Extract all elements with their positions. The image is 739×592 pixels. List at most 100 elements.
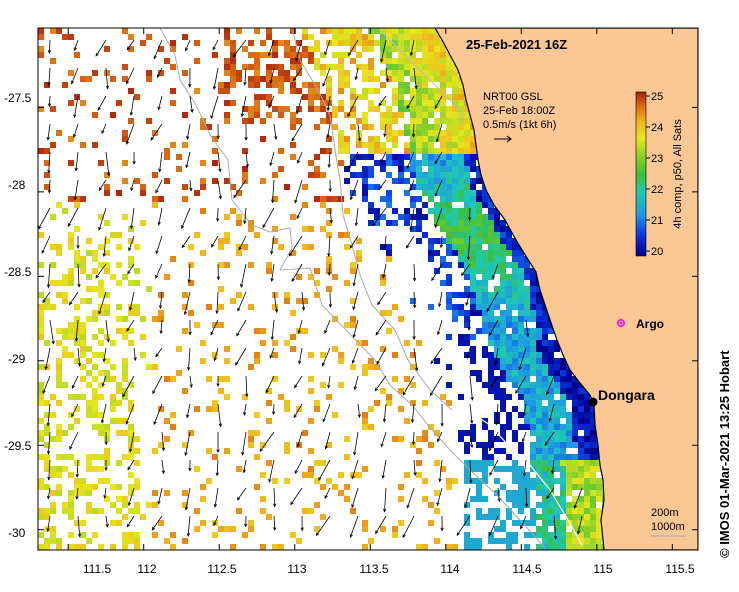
sst-pixel xyxy=(446,52,452,58)
sst-pixel xyxy=(464,292,470,298)
current-arrow-head xyxy=(413,304,417,309)
sst-pixel xyxy=(512,532,518,538)
current-arrow-head xyxy=(271,199,275,204)
current-arrow-head xyxy=(544,442,548,446)
sst-pixel xyxy=(218,526,224,532)
sst-pixel xyxy=(122,178,128,184)
sst-pixel xyxy=(320,64,326,70)
sst-pixel xyxy=(422,124,428,130)
sst-pixel xyxy=(350,106,356,112)
sst-pixel xyxy=(356,40,362,46)
current-arrow xyxy=(322,403,331,422)
sst-pixel xyxy=(476,496,482,502)
sst-pixel xyxy=(104,436,110,442)
sst-pixel xyxy=(86,286,92,292)
sst-pixel xyxy=(110,400,116,406)
sst-pixel xyxy=(524,412,530,418)
sst-pixel xyxy=(440,94,446,100)
sst-pixel xyxy=(590,412,596,418)
sst-pixel xyxy=(524,484,530,490)
sst-pixel xyxy=(314,46,320,52)
sst-pixel xyxy=(482,214,488,220)
current-arrow-head xyxy=(465,302,469,307)
current-arrow-head xyxy=(385,78,389,83)
sst-pixel xyxy=(584,418,590,424)
current-arrow xyxy=(95,263,107,279)
sst-pixel xyxy=(446,364,452,370)
sst-pixel xyxy=(500,358,506,364)
sst-pixel xyxy=(92,256,98,262)
sst-pixel xyxy=(440,70,446,76)
sst-pixel xyxy=(428,184,434,190)
sst-pixel xyxy=(512,502,518,508)
current-arrow xyxy=(489,431,499,451)
sst-pixel xyxy=(38,304,44,310)
sst-pixel xyxy=(482,250,488,256)
current-arrow xyxy=(216,459,219,476)
current-arrow-head xyxy=(315,532,320,537)
isobath-1000m-inner xyxy=(291,28,453,411)
current-arrow xyxy=(384,487,387,512)
current-arrow xyxy=(236,319,247,336)
sst-pixel xyxy=(218,322,224,328)
current-arrow xyxy=(324,39,331,55)
sst-pixel xyxy=(446,202,452,208)
sst-pixel xyxy=(224,358,230,364)
sst-pixel xyxy=(122,454,128,460)
sst-pixel xyxy=(212,52,218,58)
sst-pixel xyxy=(506,418,512,424)
sst-pixel xyxy=(104,478,110,484)
sst-pixel xyxy=(428,208,434,214)
sst-pixel xyxy=(80,142,86,148)
sst-pixel xyxy=(536,370,542,376)
sst-pixel xyxy=(572,430,578,436)
sst-pixel xyxy=(248,262,254,268)
current-arrow-head xyxy=(245,393,249,398)
sst-pixel xyxy=(452,154,458,160)
sst-pixel xyxy=(494,376,500,382)
sst-pixel xyxy=(482,232,488,238)
current-arrow xyxy=(214,487,219,507)
sst-pixel xyxy=(488,316,494,322)
sst-pixel xyxy=(488,262,494,268)
sst-pixel xyxy=(428,520,434,526)
current-arrow-head xyxy=(240,113,245,118)
sst-pixel xyxy=(338,28,344,34)
sst-pixel xyxy=(422,214,428,220)
sst-pixel xyxy=(368,64,374,70)
sst-pixel xyxy=(464,238,470,244)
current-arrow-head xyxy=(238,246,242,251)
current-arrow xyxy=(466,347,471,359)
sst-pixel xyxy=(320,52,326,58)
sst-pixel xyxy=(74,394,80,400)
sst-pixel xyxy=(50,214,56,220)
current-arrow xyxy=(105,151,110,176)
sst-pixel xyxy=(530,388,536,394)
sst-pixel xyxy=(230,76,236,82)
sst-pixel xyxy=(440,208,446,214)
sst-pixel xyxy=(98,412,104,418)
sst-pixel xyxy=(170,544,176,550)
current-arrow xyxy=(384,235,387,248)
sst-pixel xyxy=(116,190,122,196)
current-arrow-head xyxy=(497,498,501,503)
sst-pixel xyxy=(410,166,416,172)
sst-pixel xyxy=(566,382,572,388)
sst-pixel xyxy=(434,202,440,208)
sst-pixel xyxy=(416,340,422,346)
sst-pixel xyxy=(428,178,434,184)
current-arrow-head xyxy=(467,326,471,331)
sst-pixel xyxy=(386,148,392,154)
current-arrow xyxy=(185,39,191,51)
sst-pixel xyxy=(80,340,86,346)
sst-pixel xyxy=(548,472,554,478)
sst-pixel xyxy=(380,70,386,76)
current-arrow-head xyxy=(294,470,298,474)
current-arrow-head xyxy=(492,275,496,280)
sst-pixel xyxy=(542,454,548,460)
current-arrow-head xyxy=(412,336,416,341)
current-arrow xyxy=(324,487,331,499)
sst-pixel xyxy=(392,142,398,148)
sst-pixel xyxy=(104,460,110,466)
sst-pixel xyxy=(422,106,428,112)
